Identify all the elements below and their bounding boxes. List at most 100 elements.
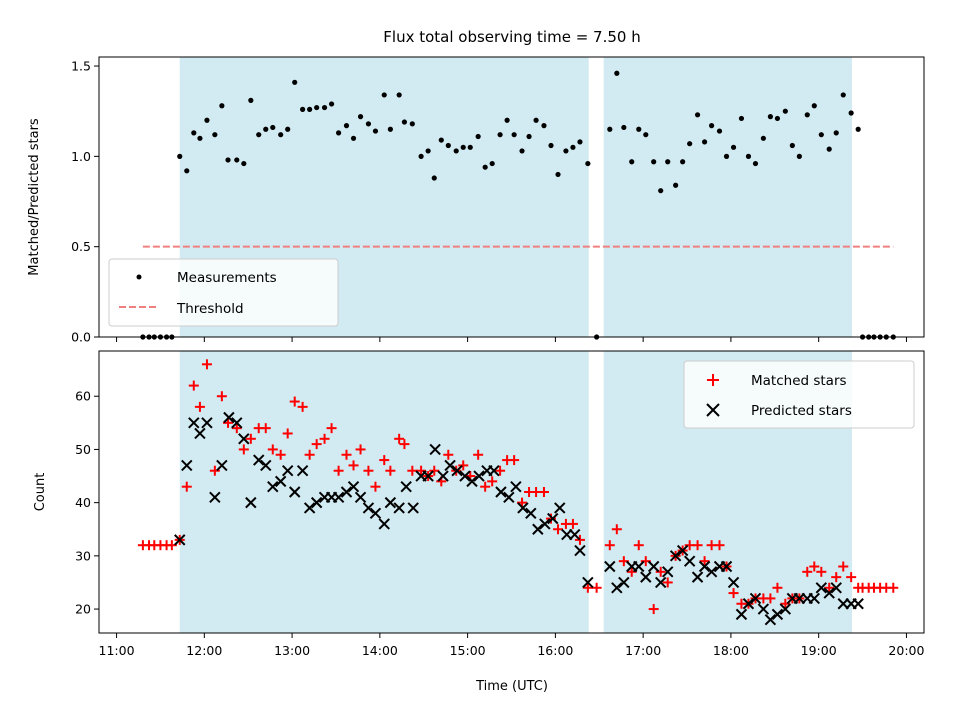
measurement-point	[401, 119, 408, 125]
y-tick-label: 50	[75, 442, 91, 457]
measurement-point	[577, 139, 583, 145]
y-tick-label: 1.0	[71, 149, 91, 164]
measurement-point	[636, 126, 642, 132]
measurement-point	[723, 153, 730, 159]
matched-star-point	[341, 449, 352, 460]
predicted-star-point	[669, 550, 682, 562]
x-tick-label: 14:00	[362, 643, 398, 658]
measurement-point	[752, 160, 759, 167]
measurement-point	[738, 115, 745, 122]
x-tick-label: 11:00	[99, 643, 135, 658]
predicted-star-point	[422, 470, 434, 482]
measurement-point	[489, 160, 495, 167]
predicted-star-point	[779, 603, 792, 615]
observing-window-2	[603, 57, 853, 337]
measurement-point	[396, 92, 402, 98]
predicted-star-point	[354, 491, 367, 504]
matched-star-point	[692, 540, 703, 551]
matched-star-point	[238, 444, 249, 455]
matched-star-point	[326, 423, 337, 434]
predicted-star-point	[683, 555, 696, 567]
matched-star-point	[816, 566, 827, 577]
predicted-star-point	[444, 459, 456, 472]
matched-star-point	[473, 449, 484, 460]
measurement-point	[760, 135, 766, 141]
matched-star-point	[333, 465, 344, 476]
matched-star-point	[370, 481, 381, 492]
matched-star-point	[509, 455, 520, 466]
matched-star-point	[582, 582, 593, 593]
x-tick-label: 16:00	[537, 643, 573, 658]
predicted-star-point	[554, 502, 566, 514]
measurement-point	[270, 124, 276, 131]
measurement-point	[716, 128, 723, 134]
predicted-star-point	[181, 459, 193, 472]
matched-star-point	[201, 359, 212, 370]
y-tick-label: 1.5	[71, 59, 91, 74]
measurement-point	[453, 148, 459, 154]
x-tick-label: 19:00	[801, 643, 837, 658]
predicted-star-point	[823, 587, 835, 599]
legend-label-threshold: Threshold	[176, 301, 244, 317]
measurement-point	[365, 121, 372, 127]
measurement-point	[665, 159, 671, 165]
matched-star-point	[838, 561, 849, 572]
measurement-point	[177, 153, 183, 159]
matched-star-point	[633, 540, 644, 551]
legend-marker-matched	[707, 374, 719, 386]
measurement-point	[651, 159, 657, 165]
predicted-star-point	[691, 571, 704, 583]
predicted-star-point	[727, 576, 740, 589]
legend-marker-measurements	[136, 274, 142, 280]
matched-star-point	[802, 566, 813, 577]
predicted-star-point	[296, 465, 309, 477]
predicted-star-point	[289, 486, 301, 498]
predicted-star-point	[568, 528, 581, 541]
measurement-point	[248, 97, 254, 103]
predicted-star-point	[510, 480, 522, 493]
predicted-star-point	[525, 507, 537, 519]
measurement-point	[585, 160, 591, 167]
x-tick-label: 18:00	[713, 643, 749, 658]
measurement-point	[840, 92, 846, 98]
y-tick-label: 0.5	[71, 239, 91, 254]
legend-marker-predicted	[706, 403, 720, 417]
x-tick-label: 17:00	[625, 643, 661, 658]
measurement-point	[234, 157, 240, 163]
measurement-point	[621, 124, 627, 131]
measurement-point	[278, 132, 284, 138]
measurement-point	[475, 133, 481, 140]
matched-star-point	[538, 487, 549, 497]
measurement-point	[701, 139, 708, 145]
ratio-panel: Flux total observing time = 7.50 h 0.00.…	[27, 28, 925, 345]
measurement-point	[563, 148, 569, 154]
matched-star-point	[846, 572, 857, 583]
predicted-star-point	[253, 454, 265, 466]
measurement-point	[796, 153, 802, 159]
measurement-point	[372, 128, 379, 134]
measurement-point	[555, 171, 561, 178]
predicted-star-point	[362, 502, 375, 514]
measurement-point	[256, 132, 262, 138]
measurement-point	[658, 188, 664, 194]
predicted-star-point	[654, 576, 667, 589]
matched-star-point	[394, 433, 405, 444]
measurement-point	[225, 157, 231, 163]
ratio-y-axis-label: Matched/Predicted stars	[27, 118, 42, 276]
matched-star-point	[604, 540, 615, 551]
measurement-point	[782, 108, 788, 114]
predicted-star-point	[201, 417, 213, 429]
predicted-star-point	[604, 560, 616, 573]
matched-star-point	[574, 534, 585, 545]
matched-star-point	[626, 566, 637, 577]
measurement-point	[687, 141, 693, 147]
legend-label-predicted: Predicted stars	[751, 403, 852, 419]
matched-star-point	[772, 582, 783, 593]
predicted-star-point	[720, 560, 733, 573]
predicted-star-point	[488, 465, 500, 477]
matched-star-point	[591, 582, 602, 593]
predicted-star-point	[705, 566, 718, 578]
ratio-legend: Measurements Threshold	[108, 258, 339, 327]
predicted-star-point	[771, 608, 784, 621]
